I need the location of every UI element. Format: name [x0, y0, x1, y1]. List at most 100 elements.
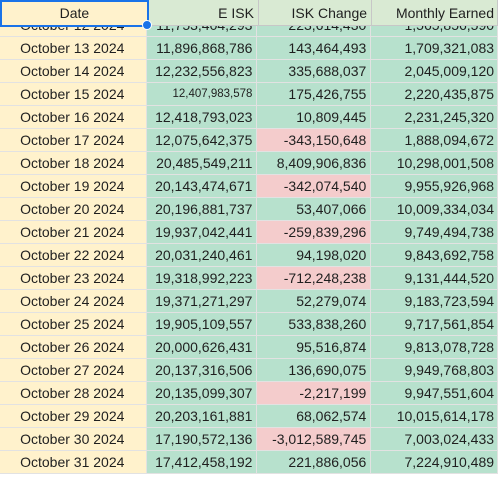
e-isk-cell[interactable]: 12,075,642,375 — [146, 129, 258, 152]
table-row: October 16 2024 12,418,793,023 10,809,445 2… — [0, 106, 498, 129]
isk-change-cell[interactable]: 10,809,445 — [257, 106, 372, 129]
fill-handle[interactable] — [141, 20, 152, 30]
header-e-isk-cell[interactable]: E ISK — [148, 0, 259, 26]
table-row: October 30 2024 17,190,572,136 -3,012,589,… — [0, 428, 498, 451]
e-isk-cell[interactable]: 12,232,556,823 — [146, 60, 258, 83]
monthly-earned-cell[interactable]: 1,888,094,672 — [371, 129, 498, 152]
monthly-earned-cell[interactable]: 2,045,009,120 — [371, 60, 498, 83]
table-row: October 15 2024 12,407,983,578 175,426,755… — [0, 83, 498, 106]
date-cell[interactable]: October 24 2024 — [0, 290, 147, 313]
isk-change-cell[interactable]: 335,688,037 — [257, 60, 372, 83]
table-row: October 31 2024 17,412,458,192 221,886,056… — [0, 451, 498, 474]
monthly-earned-cell[interactable]: 9,749,494,738 — [371, 221, 498, 244]
date-cell[interactable]: October 14 2024 — [0, 60, 147, 83]
isk-change-cell[interactable]: -343,150,648 — [257, 129, 372, 152]
isk-change-cell[interactable]: 8,409,906,836 — [257, 152, 372, 175]
table-row: October 20 2024 20,196,881,737 53,407,066 1… — [0, 198, 498, 221]
monthly-earned-cell[interactable]: 7,224,910,489 — [371, 451, 498, 474]
table-row: October 14 2024 12,232,556,823 335,688,037… — [0, 60, 498, 83]
e-isk-cell[interactable]: 20,143,474,671 — [146, 175, 258, 198]
monthly-earned-cell[interactable]: 10,009,334,034 — [371, 198, 498, 221]
monthly-earned-cell[interactable]: 9,843,692,758 — [371, 244, 498, 267]
e-isk-cell[interactable]: 19,937,042,441 — [146, 221, 258, 244]
isk-change-cell[interactable]: -342,074,540 — [257, 175, 372, 198]
isk-change-cell[interactable]: 68,062,574 — [257, 405, 372, 428]
table-row: October 18 2024 20,485,549,211 8,409,906,8… — [0, 152, 498, 175]
date-cell[interactable]: October 22 2024 — [0, 244, 147, 267]
e-isk-cell[interactable]: 17,190,572,136 — [146, 428, 258, 451]
header-date-label: Date — [59, 5, 90, 21]
date-cell[interactable]: October 23 2024 — [0, 267, 147, 290]
e-isk-cell[interactable]: 20,137,316,506 — [146, 359, 258, 382]
monthly-earned-cell[interactable]: 1,709,321,083 — [371, 37, 498, 60]
monthly-earned-cell[interactable]: 9,183,723,594 — [371, 290, 498, 313]
isk-change-cell[interactable]: -2,217,199 — [257, 382, 372, 405]
monthly-earned-cell[interactable]: 7,003,024,433 — [371, 428, 498, 451]
e-isk-cell[interactable]: 20,203,161,881 — [146, 405, 258, 428]
e-isk-cell[interactable]: 20,000,626,431 — [146, 336, 258, 359]
header-row: Date E ISK ISK Change Monthly Earned — [0, 0, 498, 30]
table-row: October 28 2024 20,135,099,307 -2,217,199 9… — [0, 382, 498, 405]
e-isk-cell[interactable]: 20,031,240,461 — [146, 244, 258, 267]
date-cell[interactable]: October 16 2024 — [0, 106, 147, 129]
table-row: October 17 2024 12,075,642,375 -343,150,64… — [0, 129, 498, 152]
date-cell[interactable]: October 28 2024 — [0, 382, 147, 405]
isk-change-cell[interactable]: 136,690,075 — [257, 359, 372, 382]
monthly-earned-cell[interactable]: 2,220,435,875 — [371, 83, 498, 106]
date-cell[interactable]: October 26 2024 — [0, 336, 147, 359]
isk-change-cell[interactable]: 53,407,066 — [257, 198, 372, 221]
isk-change-cell[interactable]: 533,838,260 — [257, 313, 372, 336]
monthly-earned-cell[interactable]: 2,231,245,320 — [371, 106, 498, 129]
isk-change-cell[interactable]: 94,198,020 — [257, 244, 372, 267]
isk-change-cell[interactable]: 143,464,493 — [257, 37, 372, 60]
data-rows: October 11 202411,529,789,86372,422,5091… — [0, 0, 498, 474]
monthly-earned-cell[interactable]: 9,813,078,728 — [371, 336, 498, 359]
table-row: October 19 2024 20,143,474,671 -342,074,54… — [0, 175, 498, 198]
e-isk-cell[interactable]: 11,896,868,786 — [146, 37, 258, 60]
date-cell[interactable]: October 31 2024 — [0, 451, 147, 474]
monthly-earned-cell[interactable]: 9,717,561,854 — [371, 313, 498, 336]
e-isk-cell[interactable]: 12,407,983,578 — [146, 83, 258, 106]
e-isk-cell[interactable]: 17,412,458,192 — [146, 451, 258, 474]
date-cell[interactable]: October 17 2024 — [0, 129, 147, 152]
e-isk-cell[interactable]: 19,905,109,557 — [146, 313, 258, 336]
date-cell[interactable]: October 25 2024 — [0, 313, 147, 336]
date-cell[interactable]: October 13 2024 — [0, 37, 147, 60]
isk-change-cell[interactable]: 221,886,056 — [257, 451, 372, 474]
isk-change-cell[interactable]: -259,839,296 — [257, 221, 372, 244]
monthly-earned-cell[interactable]: 9,947,551,604 — [371, 382, 498, 405]
table-row: October 29 2024 20,203,161,881 68,062,574 1… — [0, 405, 498, 428]
isk-change-cell[interactable]: 175,426,755 — [257, 83, 372, 106]
e-isk-cell[interactable]: 12,418,793,023 — [146, 106, 258, 129]
table-row: October 26 2024 20,000,626,431 95,516,874 9… — [0, 336, 498, 359]
e-isk-cell[interactable]: 20,196,881,737 — [146, 198, 258, 221]
monthly-earned-cell[interactable]: 10,015,614,178 — [371, 405, 498, 428]
e-isk-cell[interactable]: 19,371,271,297 — [146, 290, 258, 313]
table-row: October 22 2024 20,031,240,461 94,198,020 9… — [0, 244, 498, 267]
date-cell[interactable]: October 19 2024 — [0, 175, 147, 198]
header-monthly-earned-cell[interactable]: Monthly Earned — [372, 0, 498, 26]
date-cell[interactable]: October 21 2024 — [0, 221, 147, 244]
date-cell[interactable]: October 29 2024 — [0, 405, 147, 428]
e-isk-cell[interactable]: 20,135,099,307 — [146, 382, 258, 405]
isk-change-cell[interactable]: -3,012,589,745 — [257, 428, 372, 451]
header-isk-change-cell[interactable]: ISK Change — [258, 0, 373, 26]
table-row: October 21 2024 19,937,042,441 -259,839,29… — [0, 221, 498, 244]
isk-change-cell[interactable]: 95,516,874 — [257, 336, 372, 359]
monthly-earned-cell[interactable]: 10,298,001,508 — [371, 152, 498, 175]
date-cell[interactable]: October 27 2024 — [0, 359, 147, 382]
monthly-earned-cell[interactable]: 9,955,926,968 — [371, 175, 498, 198]
date-cell[interactable]: October 15 2024 — [0, 83, 147, 106]
header-date-cell[interactable]: Date — [0, 0, 152, 30]
table-row: October 24 2024 19,371,271,297 52,279,074 9… — [0, 290, 498, 313]
date-cell[interactable]: October 18 2024 — [0, 152, 147, 175]
monthly-earned-cell[interactable]: 9,131,444,520 — [371, 267, 498, 290]
date-cell[interactable]: October 20 2024 — [0, 198, 147, 221]
e-isk-cell[interactable]: 20,485,549,211 — [146, 152, 258, 175]
monthly-earned-cell[interactable]: 9,949,768,803 — [371, 359, 498, 382]
isk-change-cell[interactable]: 52,279,074 — [257, 290, 372, 313]
date-cell[interactable]: October 30 2024 — [0, 428, 147, 451]
e-isk-cell[interactable]: 19,318,992,223 — [146, 267, 258, 290]
isk-change-cell[interactable]: -712,248,238 — [257, 267, 372, 290]
